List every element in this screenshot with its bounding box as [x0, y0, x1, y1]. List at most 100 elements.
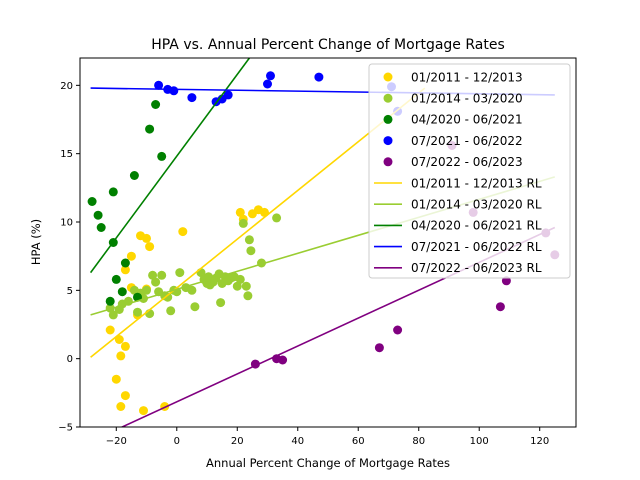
- data-point: [178, 227, 188, 237]
- data-point: [266, 71, 275, 81]
- data-point: [120, 341, 130, 351]
- data-point: [272, 213, 282, 223]
- x-tick-label: 80: [412, 436, 425, 447]
- data-point: [154, 80, 164, 90]
- data-point: [495, 302, 505, 312]
- data-point: [243, 291, 253, 301]
- data-point: [393, 325, 403, 335]
- data-point: [166, 306, 176, 316]
- legend-label: 07/2021 - 06/2022: [411, 134, 523, 148]
- axes-frame: [79, 57, 577, 428]
- data-point: [246, 246, 256, 256]
- data-point: [126, 251, 136, 261]
- series-01-2014-03-2020: [105, 213, 282, 320]
- legend-marker: [383, 72, 393, 82]
- data-point: [263, 79, 272, 89]
- y-tick-label: −5: [58, 423, 73, 434]
- legend-label: 01/2011 - 12/2013 RL: [411, 176, 542, 190]
- x-tick-label: −20: [106, 436, 127, 447]
- data-point: [501, 276, 511, 286]
- legend-label: 01/2014 - 03/2020: [411, 92, 523, 106]
- data-point: [111, 274, 121, 284]
- legend-label: 01/2011 - 12/2013: [411, 70, 523, 84]
- series-01-2011-12-2013: [105, 205, 269, 416]
- legend-marker: [383, 157, 393, 167]
- regression-line-04-2020-06-2021-rl: [89, 58, 251, 274]
- data-point: [93, 210, 103, 220]
- data-point: [238, 218, 248, 228]
- data-point: [120, 265, 130, 275]
- legend-label: 04/2020 - 06/2021: [411, 113, 523, 127]
- data-point: [117, 287, 127, 297]
- data-point: [169, 86, 179, 96]
- x-tick-label: 0: [174, 436, 180, 447]
- data-point: [190, 302, 200, 312]
- data-point: [157, 151, 167, 161]
- legend-label: 07/2021 - 06/2022 RL: [411, 240, 542, 254]
- data-point: [108, 310, 118, 320]
- data-point: [145, 124, 155, 134]
- data-point: [114, 335, 124, 344]
- data-point: [111, 374, 121, 384]
- data-point: [87, 197, 97, 206]
- y-tick-label: 10: [60, 218, 73, 229]
- data-point: [116, 402, 126, 411]
- data-point: [120, 258, 130, 268]
- data-point: [278, 355, 288, 365]
- data-point: [116, 351, 126, 361]
- data-point: [96, 223, 106, 232]
- data-point: [142, 233, 151, 243]
- chart-title: HPA vs. Annual Percent Change of Mortgag…: [151, 37, 505, 53]
- axis-ticks: −20 0 20 40 60 80 100 120 −5 0 5 10 15 20: [58, 81, 549, 447]
- x-tick-label: 20: [231, 436, 244, 447]
- data-point: [139, 406, 148, 416]
- data-point: [187, 93, 197, 103]
- x-tick-label: 120: [530, 436, 549, 447]
- data-point: [235, 207, 245, 217]
- y-tick-label: 15: [60, 149, 73, 160]
- data-point: [129, 171, 139, 180]
- data-point: [314, 72, 324, 82]
- legend-box: [368, 63, 571, 279]
- data-point: [151, 277, 161, 287]
- legend-label: 01/2014 - 03/2020 RL: [411, 198, 542, 212]
- data-point: [105, 296, 115, 306]
- y-tick-label: 5: [67, 286, 73, 297]
- data-point: [148, 270, 158, 280]
- data-point: [108, 187, 118, 197]
- data-point: [133, 292, 142, 302]
- legend-label: 04/2020 - 06/2021 RL: [411, 219, 542, 233]
- legend-label: 07/2022 - 06/2023: [411, 155, 523, 169]
- data-point: [223, 90, 233, 100]
- series-04-2020-06-2021: [87, 100, 167, 306]
- data-point: [244, 235, 254, 245]
- x-tick-label: 100: [470, 436, 489, 447]
- data-point: [175, 268, 185, 278]
- data-point: [216, 298, 226, 308]
- data-point: [187, 285, 197, 295]
- legend-marker: [383, 93, 393, 103]
- y-axis-label: HPA (%): [29, 219, 43, 265]
- data-point: [142, 285, 151, 295]
- data-point: [163, 292, 173, 302]
- data-point: [120, 391, 130, 401]
- x-tick-label: 60: [352, 436, 365, 447]
- y-tick-label: 20: [60, 81, 73, 92]
- data-point: [151, 100, 161, 109]
- x-tick-label: 40: [291, 436, 304, 447]
- legend-marker: [383, 136, 393, 146]
- data-point: [241, 281, 251, 291]
- data-point: [235, 274, 245, 284]
- data-point: [157, 270, 167, 280]
- data-point: [374, 343, 384, 353]
- data-point: [145, 242, 155, 252]
- data-point: [232, 281, 242, 291]
- x-axis-label: Annual Percent Change of Mortgage Rates: [206, 456, 450, 470]
- legend-label: 07/2022 - 06/2023 RL: [411, 261, 542, 275]
- y-tick-label: 0: [67, 354, 73, 365]
- legend-marker: [383, 114, 393, 124]
- legend: 01/2011 - 12/2013 01/2014 - 03/2020 04/202…: [368, 63, 571, 279]
- data-point: [105, 325, 115, 335]
- data-point: [133, 307, 142, 317]
